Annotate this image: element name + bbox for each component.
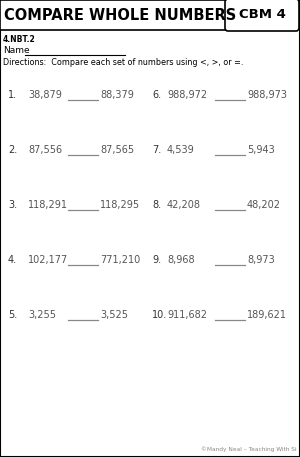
Text: 38,879: 38,879 <box>28 90 62 100</box>
Text: 2.: 2. <box>8 145 17 155</box>
Text: 87,565: 87,565 <box>100 145 134 155</box>
Text: 6.: 6. <box>152 90 161 100</box>
Text: 48,202: 48,202 <box>247 200 281 210</box>
Text: 42,208: 42,208 <box>167 200 201 210</box>
Text: 988,972: 988,972 <box>167 90 207 100</box>
FancyBboxPatch shape <box>225 0 299 31</box>
Text: 3,525: 3,525 <box>100 310 128 320</box>
Text: Name: Name <box>3 46 30 55</box>
Text: 10.: 10. <box>152 310 167 320</box>
Text: 7.: 7. <box>152 145 161 155</box>
Text: 87,556: 87,556 <box>28 145 62 155</box>
Text: 102,177: 102,177 <box>28 255 68 265</box>
Bar <box>0 0 230 30</box>
Text: 3,255: 3,255 <box>28 310 56 320</box>
Text: 5.: 5. <box>8 310 17 320</box>
Text: ©Mandy Neal – Teaching With Si: ©Mandy Neal – Teaching With Si <box>201 446 297 452</box>
Text: 118,295: 118,295 <box>100 200 140 210</box>
Text: 4.NBT.2: 4.NBT.2 <box>3 35 36 44</box>
Text: 1.: 1. <box>8 90 17 100</box>
Text: 4.: 4. <box>8 255 17 265</box>
Text: 88,379: 88,379 <box>100 90 134 100</box>
Text: 189,621: 189,621 <box>247 310 287 320</box>
Text: 988,973: 988,973 <box>247 90 287 100</box>
Text: 8,973: 8,973 <box>247 255 275 265</box>
Text: 771,210: 771,210 <box>100 255 140 265</box>
Text: COMPARE WHOLE NUMBERS: COMPARE WHOLE NUMBERS <box>4 7 236 22</box>
Text: 8,968: 8,968 <box>167 255 195 265</box>
Text: 9.: 9. <box>152 255 161 265</box>
Text: CBM 4: CBM 4 <box>238 9 285 21</box>
Text: 911,682: 911,682 <box>167 310 207 320</box>
Text: 4,539: 4,539 <box>167 145 195 155</box>
Text: 118,291: 118,291 <box>28 200 68 210</box>
Text: Directions:  Compare each set of numbers using <, >, or =.: Directions: Compare each set of numbers … <box>3 58 243 67</box>
Text: 8.: 8. <box>152 200 161 210</box>
Text: 5,943: 5,943 <box>247 145 275 155</box>
Text: 3.: 3. <box>8 200 17 210</box>
